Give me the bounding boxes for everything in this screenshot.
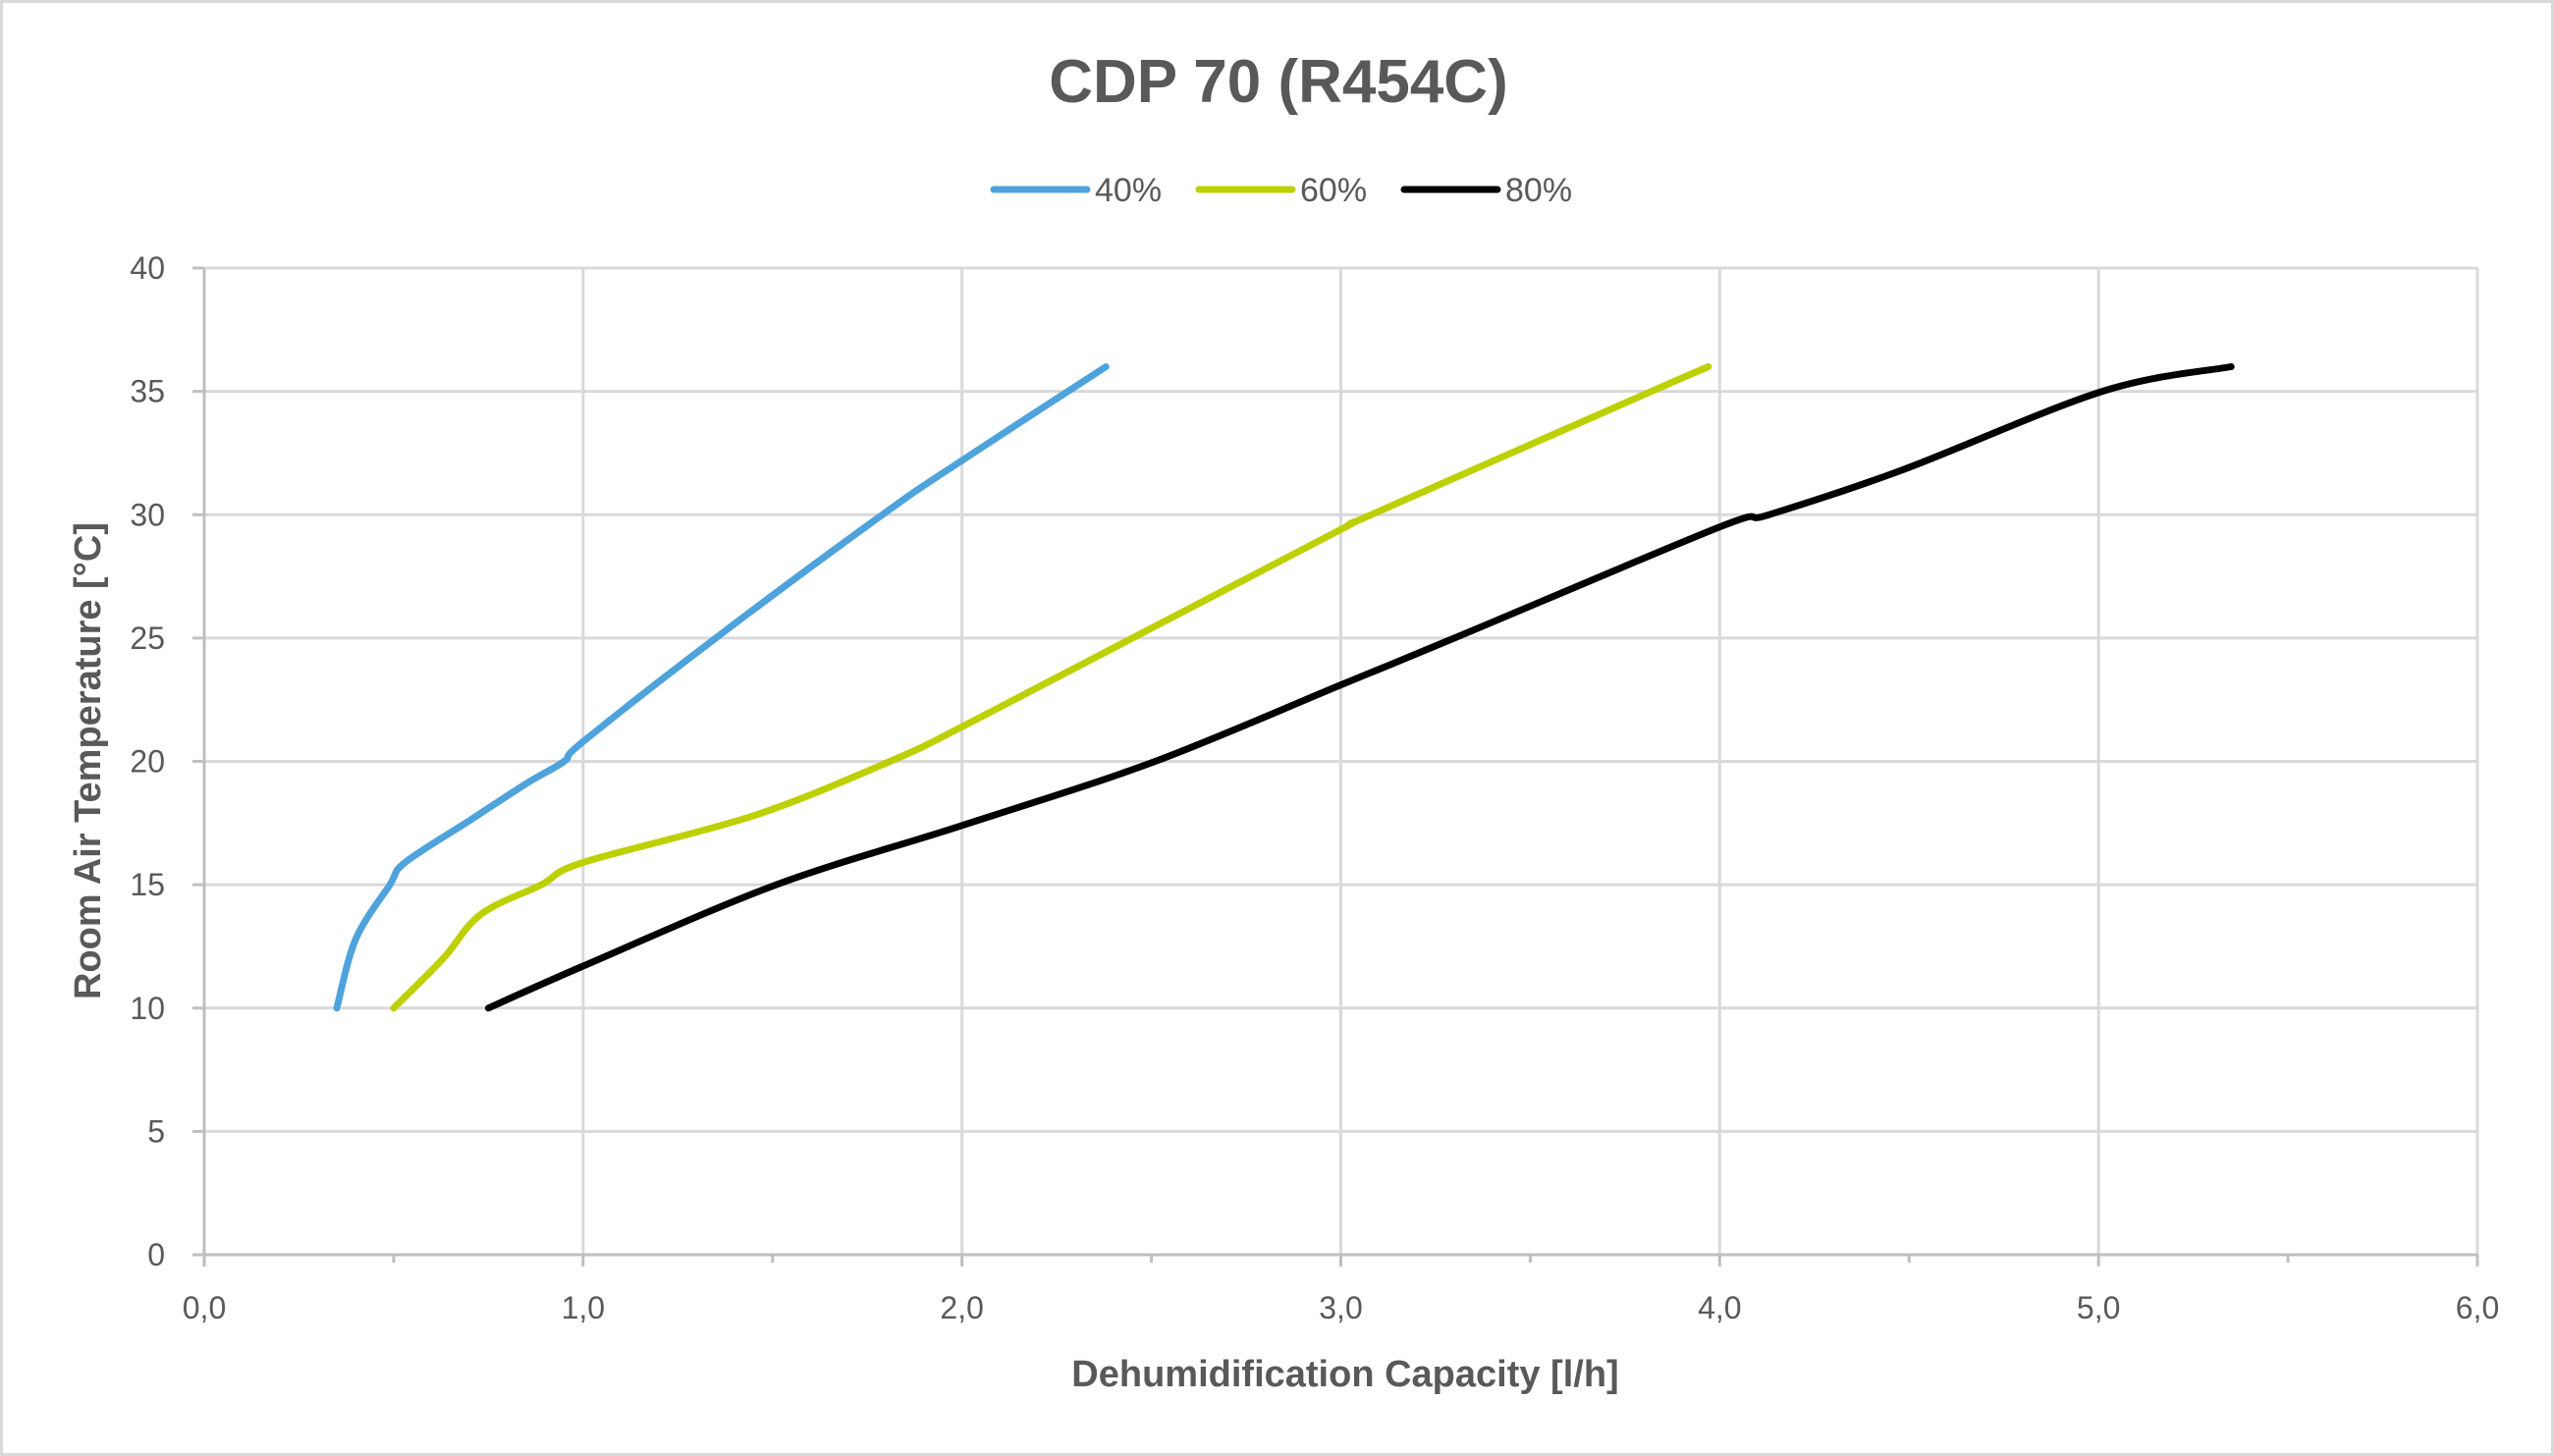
- y-tick-label: 25: [130, 620, 165, 656]
- series-line-40-percent: [333, 363, 1110, 1012]
- x-tick-label: 5,0: [2077, 1290, 2120, 1325]
- series-line-80-percent: [484, 363, 2235, 1012]
- chart-title: CDP 70 (R454C): [1049, 48, 1507, 116]
- x-axis-title: Dehumidification Capacity [l/h]: [1071, 1354, 1618, 1395]
- axes: [192, 266, 2479, 1267]
- y-tick-label: 0: [147, 1237, 165, 1272]
- legend-label-40-percent: 40%: [1095, 172, 1162, 209]
- x-tick-label: 4,0: [1698, 1290, 1741, 1325]
- x-tick-label: 1,0: [562, 1290, 605, 1325]
- y-tick-label: 10: [130, 991, 165, 1026]
- y-axis-title: Room Air Temperature [°C]: [68, 522, 109, 999]
- tick-labels: 0 5 10 15 20 25 30 35 40 0,0 1,0 2,0 3,0 4,0 5,0 6,0: [130, 250, 2499, 1325]
- gridlines: [204, 266, 2479, 1255]
- legend-label-80-percent: 80%: [1505, 172, 1572, 209]
- x-tick-label: 2,0: [940, 1290, 983, 1325]
- y-tick-label: 40: [130, 250, 165, 286]
- y-tick-label: 30: [130, 497, 165, 532]
- series-line-60-percent: [390, 363, 1712, 1012]
- y-tick-label: 20: [130, 744, 165, 780]
- y-tick-label: 5: [147, 1113, 165, 1149]
- x-tick-label: 0,0: [183, 1290, 226, 1325]
- series-lines: [333, 363, 2235, 1012]
- x-tick-label: 3,0: [1319, 1290, 1362, 1325]
- y-tick-label: 35: [130, 374, 165, 409]
- x-tick-label: 6,0: [2456, 1290, 2499, 1325]
- legend-label-60-percent: 60%: [1300, 172, 1367, 209]
- y-tick-label: 15: [130, 867, 165, 902]
- legend: 40% 60% 80%: [990, 172, 1572, 209]
